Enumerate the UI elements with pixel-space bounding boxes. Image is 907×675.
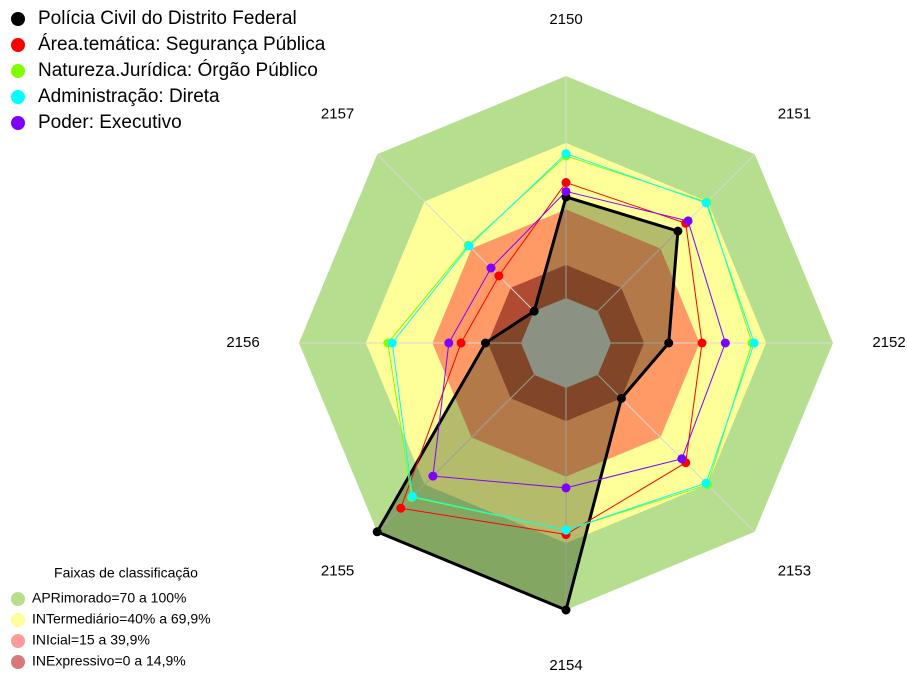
bands-legend-title: Faixas de classificação [54, 565, 198, 581]
center-hole [521, 298, 611, 388]
legend-label: Poder: Executivo [38, 112, 182, 133]
point [561, 525, 571, 535]
point [561, 605, 571, 615]
point [464, 241, 474, 251]
point [749, 338, 759, 348]
point [697, 338, 707, 348]
axis-label: 2152 [872, 334, 905, 351]
point [408, 491, 418, 501]
point [480, 338, 490, 348]
spoke [376, 153, 535, 312]
point [529, 306, 539, 316]
point [486, 263, 496, 273]
point [561, 483, 571, 493]
legend-label: Área.temática: Segurança Pública [38, 34, 326, 55]
point [683, 216, 693, 226]
bands-legend-marker [11, 592, 25, 606]
legend-marker [11, 38, 25, 52]
bands-legend-marker [11, 613, 25, 627]
legend-label: Polícia Civil do Distrito Federal [38, 8, 297, 29]
point [701, 198, 711, 208]
point [673, 226, 683, 236]
point [561, 149, 571, 159]
bands-legend-marker [11, 634, 25, 648]
point [372, 527, 382, 537]
bands-legend-label: INExpressivo=0 a 14,9% [32, 653, 186, 669]
axis-label: 2156 [226, 334, 259, 351]
axis-label: 2157 [321, 106, 354, 123]
axis-label: 2150 [549, 11, 582, 28]
legend-marker [11, 116, 25, 130]
bands-legend-marker [11, 655, 25, 669]
legend-label: Natureza.Jurídica: Órgão Público [38, 59, 318, 81]
axis-label: 2151 [778, 106, 811, 123]
axis-label: 2154 [549, 657, 582, 674]
point [677, 454, 687, 464]
axis-label: 2155 [321, 562, 354, 579]
point [701, 478, 711, 488]
legend-marker [11, 90, 25, 104]
point [561, 186, 571, 196]
axis-label: 2153 [778, 562, 811, 579]
legend-marker [11, 12, 25, 26]
point [494, 271, 504, 281]
legend-label: Administração: Direta [38, 86, 220, 107]
bands-legend-label: INTermediário=40% a 69,9% [32, 611, 211, 627]
point [387, 338, 397, 348]
point [456, 338, 466, 348]
legend-marker [11, 64, 25, 78]
point [444, 338, 454, 348]
point [561, 178, 571, 188]
point [396, 503, 406, 513]
point [664, 338, 674, 348]
bands-legend-label: INIcial=15 a 39,9% [32, 632, 150, 648]
point [428, 471, 438, 481]
bands-legend-label: APRimorado=70 a 100% [32, 590, 187, 606]
point [720, 338, 730, 348]
point [616, 393, 626, 403]
